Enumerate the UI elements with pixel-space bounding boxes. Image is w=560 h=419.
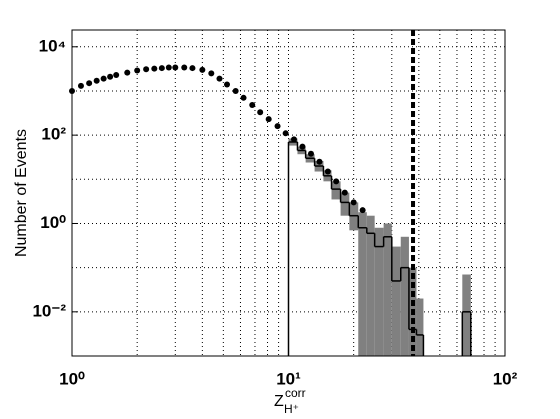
y-axis-label: Number of Events: [13, 129, 30, 257]
data-point: [240, 94, 247, 101]
x-axis-label-sup: corr: [285, 386, 306, 400]
data-point: [151, 65, 158, 72]
mc-band: [366, 215, 375, 356]
data-point: [107, 73, 114, 80]
y-tick-label: 10²: [41, 125, 66, 144]
x-tick-label: 10²: [493, 369, 518, 388]
y-tick-label: 10⁴: [39, 36, 66, 55]
data-point: [93, 77, 100, 84]
data-point: [86, 80, 93, 87]
data-point: [341, 189, 348, 196]
data-point: [249, 102, 256, 109]
data-point: [172, 64, 179, 71]
mc-band: [358, 212, 367, 356]
data-point: [232, 87, 239, 94]
data-point: [100, 75, 107, 82]
data-point: [324, 168, 331, 175]
mc-band: [400, 236, 409, 356]
data-point: [124, 69, 131, 76]
data-point: [299, 143, 306, 150]
data-point: [208, 70, 215, 77]
data-point: [158, 65, 165, 72]
data-point: [359, 207, 366, 214]
data-point: [274, 123, 281, 130]
mc-band: [383, 223, 392, 356]
data-point: [307, 150, 314, 157]
plot-frame: [71, 29, 506, 357]
data-point: [282, 130, 289, 137]
data-point: [257, 109, 264, 116]
data-point: [224, 81, 231, 88]
data-point: [189, 65, 196, 72]
x-axis-label-sub: H⁺: [284, 402, 299, 416]
mc-band: [391, 246, 401, 356]
mc-band: [331, 181, 341, 200]
data-point: [134, 67, 141, 74]
data-point: [113, 71, 120, 78]
data-point: [181, 64, 188, 71]
x-tick-label: 10¹: [276, 369, 301, 388]
data-point: [77, 82, 84, 89]
y-tick-label: 10⁻²: [32, 301, 66, 320]
y-tick-label: 10⁰: [40, 213, 66, 232]
x-tick-label: 10⁰: [59, 369, 85, 388]
mc-band: [340, 192, 350, 216]
data-point: [199, 66, 206, 73]
data-point: [265, 116, 272, 123]
data-point: [143, 66, 150, 73]
data-point: [216, 75, 223, 82]
mc-band: [462, 274, 471, 356]
data-point: [165, 64, 172, 71]
data-point: [350, 199, 357, 206]
mc-band: [374, 227, 384, 356]
data-point: [333, 178, 340, 185]
data-point: [316, 158, 323, 165]
mc-band: [416, 298, 424, 356]
data-point: [290, 136, 297, 143]
x-axis-label: Z: [274, 393, 284, 410]
